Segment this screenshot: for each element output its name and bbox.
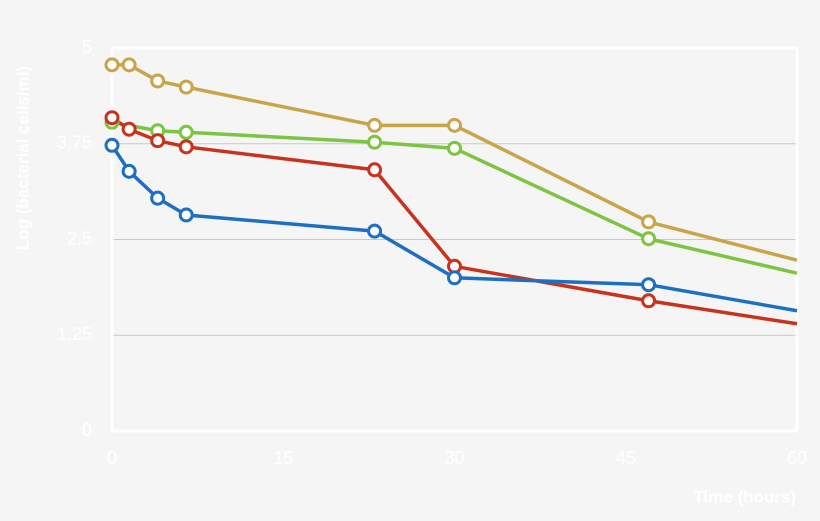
point-marker (367, 162, 383, 178)
point-marker (641, 277, 657, 293)
point-marker (150, 133, 166, 149)
point-marker (447, 270, 462, 286)
point-marker (641, 214, 657, 230)
point-marker (121, 163, 137, 179)
point-marker (150, 190, 166, 206)
point-marker (178, 124, 194, 140)
y-tick-label: 0 (82, 420, 92, 440)
point-marker (178, 139, 194, 155)
y-tick-label: 5 (82, 37, 92, 57)
point-marker (150, 73, 166, 89)
point-marker (178, 207, 194, 223)
x-tick-label: 15 (273, 448, 293, 468)
x-axis-title: Time (hours) (693, 487, 796, 506)
point-marker (121, 57, 137, 73)
y-tick-label: 1,25 (57, 324, 92, 344)
x-tick-label: 60 (787, 448, 807, 468)
series-line (110, 144, 798, 313)
x-tick-label: 45 (616, 448, 636, 468)
point-marker (367, 134, 383, 150)
point-marker (367, 223, 383, 239)
y-tick-label: 2,5 (67, 228, 92, 248)
point-marker (641, 293, 657, 309)
point-marker (367, 117, 383, 133)
point-marker (104, 57, 120, 73)
x-tick-label: 30 (444, 448, 464, 468)
y-tick-label: 3,75 (57, 133, 92, 153)
point-marker (104, 110, 120, 126)
point-marker (641, 231, 657, 247)
point-marker (447, 140, 462, 156)
y-axis-title: Log (bacterial cells/ml) (13, 66, 32, 250)
point-marker (447, 117, 462, 133)
point-marker (104, 137, 120, 153)
x-tick-label: 0 (107, 448, 117, 468)
series-line (112, 63, 798, 262)
point-marker (178, 79, 194, 95)
point-marker (121, 121, 137, 137)
